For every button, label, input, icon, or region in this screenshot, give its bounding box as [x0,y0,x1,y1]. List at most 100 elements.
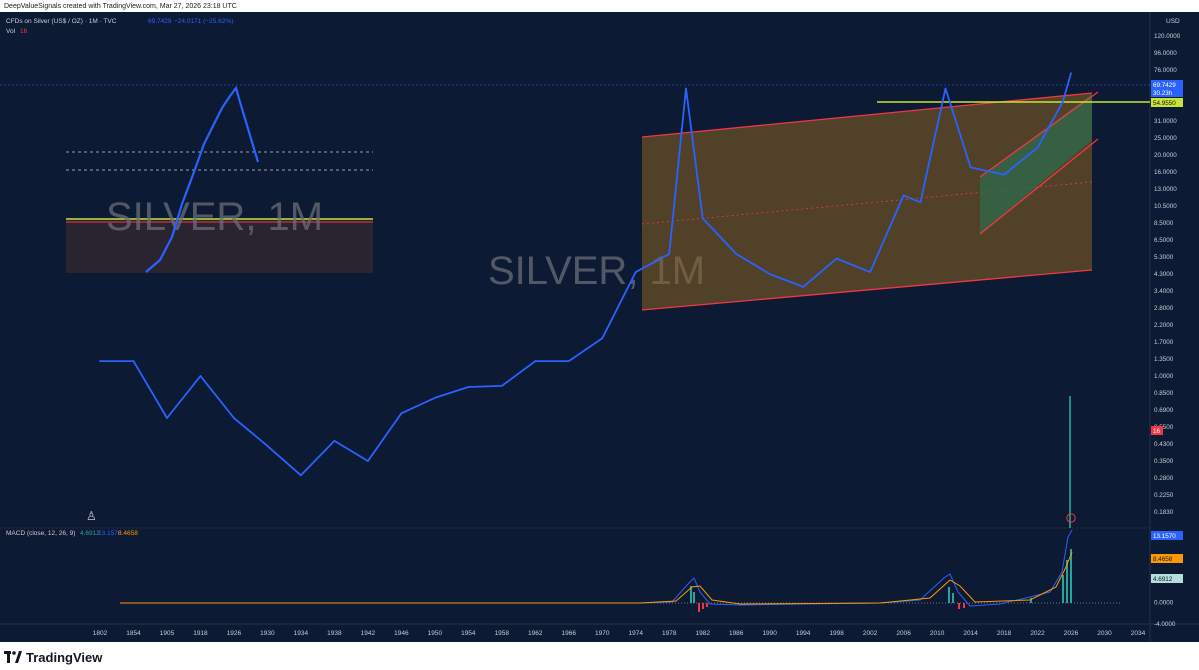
price-tick-label: 3.4000 [1154,288,1174,295]
time-tick-label: 2026 [1064,630,1079,637]
price-tick-label: 2.2000 [1154,322,1174,329]
inner-channel[interactable] [979,91,1099,235]
chart-canvas[interactable]: CFDs on Silver (US$ / OZ) · 1M · TVC 69.… [0,12,1199,642]
price-point [266,445,269,447]
price-tick-label: 0.3500 [1154,458,1174,465]
price-tick-label: 1.7000 [1154,339,1174,346]
hist-badge-value: 4.6912 [1153,576,1173,583]
time-tick-label: 1958 [495,630,510,637]
price-tick-label: 31.0000 [1154,118,1177,125]
price-point [233,417,235,419]
price-tick-label: 4.3000 [1154,271,1174,278]
macd-line-value: 13.1570 [98,530,122,537]
chart-credit: DeepValueSignals created with TradingVie… [4,3,237,10]
macd-title: MACD (close, 12, 26, 9) [6,530,75,537]
time-tick-label: 1998 [829,630,844,637]
macd-badge-value: 13.1570 [1153,533,1176,540]
currency-label[interactable]: USD [1166,18,1180,25]
price-point [735,253,738,255]
price-point [534,360,537,362]
level-badge-value: 54.9550 [1153,100,1176,107]
price-point [500,385,503,387]
time-tick-label: 1962 [528,630,543,637]
price-tick-label: 2.8000 [1154,305,1174,312]
price-point [902,194,905,197]
inner-channel-upper [979,91,1099,178]
price-tick-label: 120.0000 [1154,33,1181,40]
time-tick-label: 1990 [762,630,777,637]
footer: TradingView [4,648,102,666]
price-tick-label: 1.3500 [1154,356,1174,363]
last-price-label: 69.7429 [148,18,172,25]
time-tick-label: 1994 [796,630,811,637]
time-tick-label: 2006 [896,630,911,637]
signal-badge-value: 8.4658 [1153,556,1173,563]
time-tick-label: 1982 [695,630,710,637]
price-tick-label: 25.0000 [1154,135,1177,142]
time-tick-label: 1918 [193,630,208,637]
price-tick-label: 96.0000 [1154,50,1177,57]
price-point [944,87,947,90]
time-tick-label: 2034 [1131,630,1146,637]
price-point [685,87,687,90]
chart-area[interactable]: CFDs on Silver (US$ / OZ) · 1M · TVC 69.… [0,12,1199,642]
price-point [300,474,302,477]
time-tick-label: 1938 [327,630,342,637]
event-marker-icon[interactable] [1066,513,1076,523]
time-tick-label: 2022 [1030,630,1045,637]
dividend-marker-icon[interactable]: ♙ [86,509,97,523]
time-axis[interactable]: 1802 1854 1905 1918 1926 1930 1934 1938 1942 1946… [93,630,1146,637]
price-tick-label: 76.0000 [1154,67,1177,74]
macd-tick-label: -4.0000 [1154,621,1176,628]
tradingview-brand: TradingView [26,649,103,665]
price-tick-label: 6.5000 [1154,237,1174,244]
price-point [768,273,771,275]
price-point [802,286,805,288]
price-point [668,253,671,255]
price-tick-label: 0.6900 [1154,407,1174,414]
price-tick-label: 5.3000 [1154,254,1174,261]
signal-line [120,551,1073,605]
price-point [919,201,922,204]
price-point [99,360,101,362]
time-tick-label: 1926 [227,630,242,637]
time-tick-label: 1950 [428,630,443,637]
price-tick-label: 16.0000 [1154,169,1177,176]
inset-fill [66,220,373,273]
time-tick-label: 2014 [963,630,978,637]
price-point [400,412,403,415]
tradingview-logo-icon [4,651,22,663]
volume-value: 16 [20,28,28,35]
symbol-label: CFDs on Silver (US$ / OZ) · 1M · TVC [6,18,117,25]
time-tick-label: 1966 [562,630,577,637]
inset-thumbnail: SILVER, 1M [66,85,373,273]
price-tick-label: 0.5500 [1154,424,1174,431]
volume-badge-value: 16 [1153,428,1161,435]
price-point [1070,72,1072,75]
price-tick-label: 0.8500 [1154,390,1174,397]
channel-fill [642,93,1092,310]
time-tick-label: 1970 [595,630,610,637]
price-tick-label: 13.0000 [1154,186,1177,193]
price-point [969,166,972,169]
price-point [1003,173,1005,176]
price-points [99,72,1072,477]
time-tick-label: 2018 [997,630,1012,637]
macd-histogram [690,549,1072,612]
price-point [1061,101,1064,103]
inner-channel-lower [979,138,1099,235]
inset-price-line [145,85,260,273]
channel-lower [641,269,1093,311]
trend-channel[interactable] [641,92,1093,311]
price-point [166,417,168,419]
price-point [835,257,838,260]
time-tick-label: 1942 [361,630,376,637]
price-scale[interactable]: 120.000096.000076.000049.000039.000031.0… [1154,33,1181,516]
last-price-badge-value: 69.7429 [1153,82,1176,89]
price-point [1036,146,1039,149]
time-tick-label: 1930 [260,630,275,637]
macd-line [120,529,1073,607]
volume-badge: 16 [1151,426,1163,435]
time-tick-label: 1854 [126,630,141,637]
price-tick-label: 0.4300 [1154,441,1174,448]
